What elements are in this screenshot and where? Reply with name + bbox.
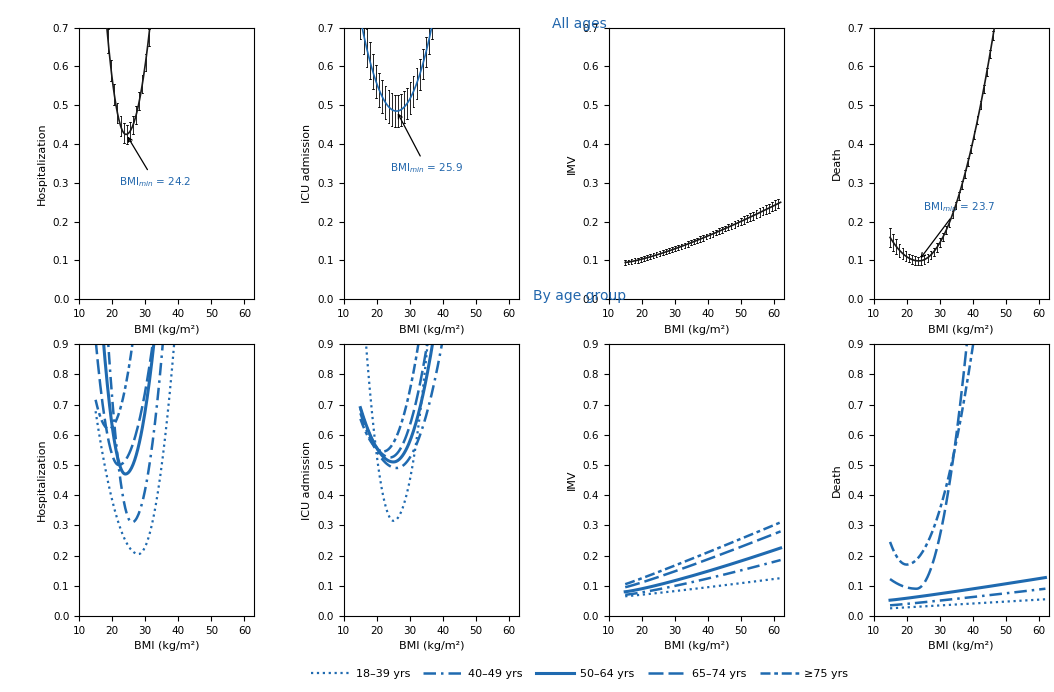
Y-axis label: Death: Death	[832, 463, 842, 497]
X-axis label: BMI (kg/m²): BMI (kg/m²)	[664, 325, 729, 334]
Y-axis label: Death: Death	[832, 147, 842, 181]
Y-axis label: Hospitalization: Hospitalization	[37, 439, 47, 521]
Y-axis label: ICU admission: ICU admission	[302, 124, 312, 203]
Text: BMI$_{min}$ = 25.9: BMI$_{min}$ = 25.9	[390, 114, 463, 175]
Text: BMI$_{min}$ = 24.2: BMI$_{min}$ = 24.2	[119, 138, 191, 189]
Text: BMI$_{min}$ = 23.7: BMI$_{min}$ = 23.7	[921, 200, 995, 257]
X-axis label: BMI (kg/m²): BMI (kg/m²)	[134, 641, 199, 651]
X-axis label: BMI (kg/m²): BMI (kg/m²)	[134, 325, 199, 334]
Legend: 18–39 yrs, 40–49 yrs, 50–64 yrs, 65–74 yrs, ≥75 yrs: 18–39 yrs, 40–49 yrs, 50–64 yrs, 65–74 y…	[307, 664, 853, 683]
Y-axis label: IMV: IMV	[567, 153, 577, 174]
Text: All ages: All ages	[552, 17, 607, 31]
Y-axis label: Hospitalization: Hospitalization	[37, 122, 47, 205]
Y-axis label: ICU admission: ICU admission	[302, 441, 312, 520]
X-axis label: BMI (kg/m²): BMI (kg/m²)	[929, 325, 994, 334]
Text: By age group: By age group	[533, 289, 626, 303]
X-axis label: BMI (kg/m²): BMI (kg/m²)	[398, 641, 464, 651]
X-axis label: BMI (kg/m²): BMI (kg/m²)	[929, 641, 994, 651]
X-axis label: BMI (kg/m²): BMI (kg/m²)	[398, 325, 464, 334]
X-axis label: BMI (kg/m²): BMI (kg/m²)	[664, 641, 729, 651]
Y-axis label: IMV: IMV	[567, 470, 577, 491]
